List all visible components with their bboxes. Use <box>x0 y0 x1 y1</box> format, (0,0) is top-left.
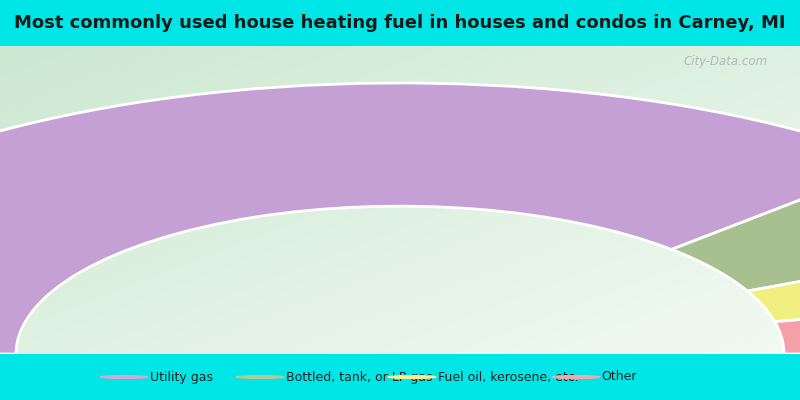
Circle shape <box>100 376 148 378</box>
Text: Utility gas: Utility gas <box>150 370 213 384</box>
Text: City-Data.com: City-Data.com <box>684 55 768 68</box>
Text: Other: Other <box>602 370 637 384</box>
Wedge shape <box>0 83 800 354</box>
Circle shape <box>552 376 600 378</box>
Circle shape <box>388 376 436 378</box>
Wedge shape <box>671 162 800 291</box>
Text: Fuel oil, kerosene, etc.: Fuel oil, kerosene, etc. <box>438 370 578 384</box>
Text: Bottled, tank, or LP gas: Bottled, tank, or LP gas <box>286 370 432 384</box>
Wedge shape <box>747 238 800 322</box>
Text: Most commonly used house heating fuel in houses and condos in Carney, MI: Most commonly used house heating fuel in… <box>14 14 786 32</box>
Wedge shape <box>774 295 800 354</box>
Circle shape <box>236 376 284 378</box>
